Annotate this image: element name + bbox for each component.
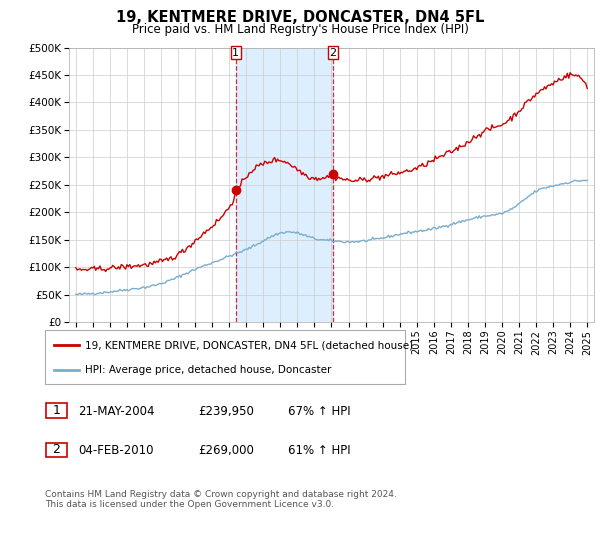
Text: £239,950: £239,950 [198, 405, 254, 418]
Text: 04-FEB-2010: 04-FEB-2010 [78, 444, 154, 458]
Text: £269,000: £269,000 [198, 444, 254, 458]
FancyBboxPatch shape [46, 442, 67, 457]
Text: HPI: Average price, detached house, Doncaster: HPI: Average price, detached house, Donc… [85, 365, 331, 375]
Text: 2: 2 [52, 443, 61, 456]
Text: 21-MAY-2004: 21-MAY-2004 [78, 405, 155, 418]
Bar [236, 48, 333, 322]
Text: Price paid vs. HM Land Registry's House Price Index (HPI): Price paid vs. HM Land Registry's House … [131, 22, 469, 36]
Text: 19, KENTMERE DRIVE, DONCASTER, DN4 5FL: 19, KENTMERE DRIVE, DONCASTER, DN4 5FL [116, 11, 484, 25]
Text: 1: 1 [232, 48, 239, 58]
Text: 1: 1 [52, 404, 61, 417]
Text: 61% ↑ HPI: 61% ↑ HPI [288, 444, 350, 458]
Text: Contains HM Land Registry data © Crown copyright and database right 2024.
This d: Contains HM Land Registry data © Crown c… [45, 490, 397, 510]
Text: 67% ↑ HPI: 67% ↑ HPI [288, 405, 350, 418]
FancyBboxPatch shape [46, 403, 67, 418]
FancyBboxPatch shape [45, 330, 405, 384]
Text: 19, KENTMERE DRIVE, DONCASTER, DN4 5FL (detached house): 19, KENTMERE DRIVE, DONCASTER, DN4 5FL (… [85, 340, 413, 351]
Text: 2: 2 [329, 48, 337, 58]
